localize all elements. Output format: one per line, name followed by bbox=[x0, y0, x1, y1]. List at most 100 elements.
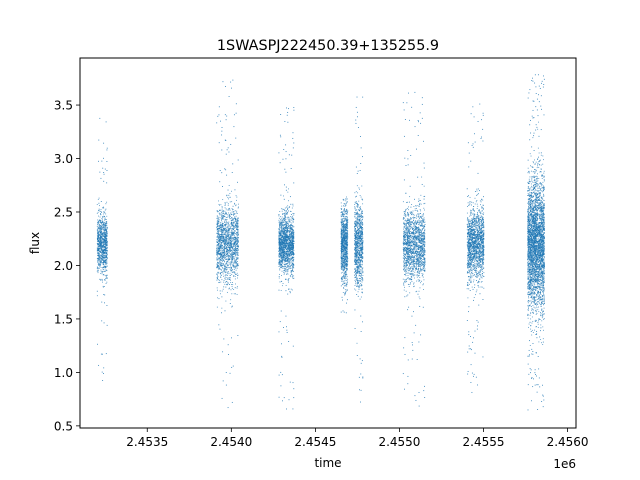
data-point bbox=[237, 264, 239, 265]
data-point bbox=[283, 255, 285, 257]
data-point bbox=[216, 236, 218, 238]
data-point bbox=[103, 180, 105, 182]
data-point bbox=[284, 236, 286, 238]
data-point bbox=[291, 254, 292, 256]
data-point bbox=[227, 197, 229, 199]
data-point bbox=[344, 237, 346, 238]
data-point bbox=[220, 256, 222, 258]
data-point bbox=[346, 244, 348, 246]
data-point bbox=[221, 235, 223, 237]
data-point bbox=[99, 244, 101, 246]
data-point bbox=[223, 224, 225, 226]
data-point bbox=[229, 258, 231, 260]
data-point bbox=[343, 219, 345, 221]
data-point bbox=[225, 268, 227, 270]
data-point bbox=[346, 276, 348, 278]
data-point bbox=[217, 255, 219, 257]
data-point bbox=[284, 228, 286, 230]
data-point bbox=[280, 243, 281, 245]
data-point bbox=[106, 277, 108, 279]
data-point bbox=[233, 248, 235, 250]
data-point bbox=[231, 222, 233, 224]
data-point bbox=[100, 228, 102, 230]
data-point bbox=[341, 212, 343, 214]
data-point bbox=[230, 268, 232, 270]
data-point bbox=[97, 252, 99, 254]
data-point bbox=[231, 264, 233, 266]
data-point bbox=[345, 256, 347, 258]
data-point bbox=[281, 235, 283, 236]
data-point bbox=[293, 388, 295, 390]
data-point bbox=[101, 222, 103, 224]
data-point bbox=[101, 160, 103, 162]
data-point bbox=[236, 293, 238, 295]
data-point bbox=[229, 272, 231, 274]
data-point bbox=[229, 263, 231, 265]
data-point bbox=[341, 259, 343, 261]
data-point bbox=[102, 250, 104, 252]
data-point bbox=[280, 225, 282, 227]
data-point bbox=[232, 163, 234, 165]
data-point bbox=[218, 250, 220, 252]
data-point bbox=[102, 246, 104, 248]
data-point bbox=[278, 241, 280, 243]
data-point bbox=[236, 228, 238, 230]
data-point bbox=[288, 225, 290, 227]
data-point bbox=[285, 263, 287, 265]
data-point bbox=[283, 217, 285, 219]
data-point bbox=[345, 254, 347, 256]
data-point bbox=[219, 225, 221, 226]
data-point bbox=[284, 234, 286, 236]
data-point bbox=[288, 241, 289, 243]
data-point bbox=[217, 229, 219, 231]
data-point bbox=[223, 221, 225, 223]
data-point bbox=[103, 251, 105, 253]
data-point bbox=[342, 257, 344, 259]
data-point bbox=[226, 227, 228, 228]
data-point bbox=[216, 236, 218, 238]
data-point bbox=[218, 106, 220, 108]
data-point bbox=[340, 267, 342, 269]
data-point bbox=[234, 250, 236, 252]
data-point bbox=[233, 226, 235, 228]
data-point bbox=[228, 185, 230, 186]
data-point bbox=[224, 234, 226, 236]
data-point bbox=[285, 241, 287, 243]
data-point bbox=[235, 261, 237, 263]
data-point bbox=[289, 240, 291, 242]
data-point bbox=[219, 242, 220, 244]
data-point bbox=[106, 231, 108, 233]
data-point bbox=[347, 223, 349, 225]
data-point bbox=[218, 271, 220, 273]
data-point bbox=[221, 130, 223, 132]
data-point bbox=[285, 228, 287, 230]
data-point bbox=[220, 263, 222, 265]
data-point bbox=[104, 274, 106, 276]
data-point bbox=[229, 244, 231, 246]
data-point bbox=[236, 223, 238, 225]
data-point bbox=[341, 263, 343, 265]
data-point bbox=[106, 256, 108, 258]
data-point bbox=[106, 274, 107, 276]
data-point bbox=[106, 239, 108, 241]
data-point bbox=[106, 257, 108, 258]
data-point bbox=[227, 256, 229, 258]
data-point bbox=[227, 273, 229, 275]
data-point bbox=[106, 222, 108, 224]
data-point bbox=[106, 201, 108, 203]
data-point bbox=[291, 275, 293, 277]
data-point bbox=[341, 253, 343, 255]
data-point bbox=[281, 253, 283, 255]
data-point bbox=[280, 254, 282, 255]
data-point bbox=[281, 343, 282, 345]
data-point bbox=[291, 247, 293, 249]
data-point bbox=[287, 247, 289, 249]
data-point bbox=[236, 234, 237, 236]
data-point bbox=[231, 245, 233, 246]
data-point bbox=[342, 222, 344, 223]
data-point bbox=[341, 205, 343, 207]
data-point bbox=[288, 278, 289, 280]
data-point bbox=[101, 218, 103, 220]
data-point bbox=[105, 232, 107, 233]
data-point bbox=[346, 253, 348, 255]
